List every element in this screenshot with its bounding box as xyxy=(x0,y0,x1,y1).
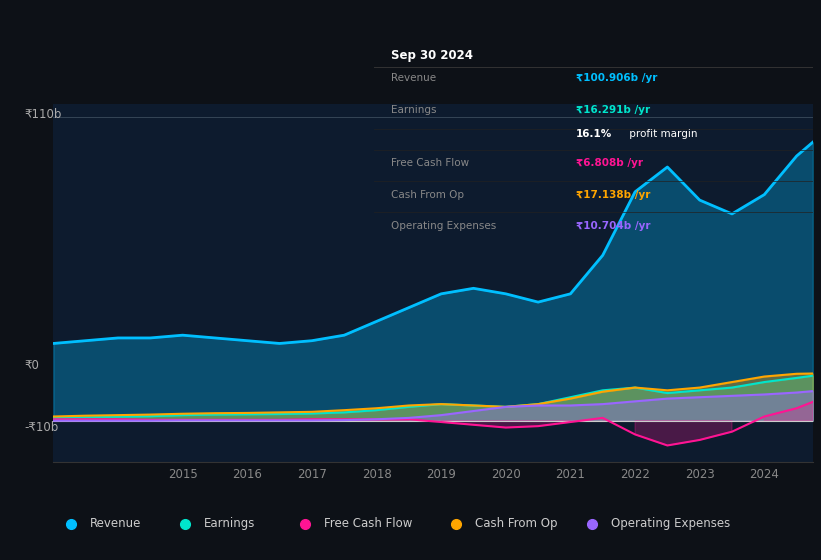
Text: profit margin: profit margin xyxy=(626,129,698,139)
Text: Operating Expenses: Operating Expenses xyxy=(612,517,731,530)
Text: Free Cash Flow: Free Cash Flow xyxy=(324,517,413,530)
Text: 16.1%: 16.1% xyxy=(576,129,612,139)
Text: -₹10b: -₹10b xyxy=(25,421,59,434)
Text: Revenue: Revenue xyxy=(90,517,141,530)
Text: Revenue: Revenue xyxy=(391,73,436,83)
Text: ₹0: ₹0 xyxy=(25,358,39,372)
Text: Cash From Op: Cash From Op xyxy=(475,517,557,530)
Text: ₹10.704b /yr: ₹10.704b /yr xyxy=(576,221,650,231)
Text: ₹6.808b /yr: ₹6.808b /yr xyxy=(576,158,643,169)
Text: Earnings: Earnings xyxy=(204,517,255,530)
Text: Operating Expenses: Operating Expenses xyxy=(391,221,497,231)
Text: Free Cash Flow: Free Cash Flow xyxy=(391,158,470,169)
Text: ₹17.138b /yr: ₹17.138b /yr xyxy=(576,190,650,200)
Text: ₹100.906b /yr: ₹100.906b /yr xyxy=(576,73,657,83)
Text: Earnings: Earnings xyxy=(391,105,437,115)
Text: Sep 30 2024: Sep 30 2024 xyxy=(391,49,473,62)
Text: Cash From Op: Cash From Op xyxy=(391,190,464,200)
Text: ₹16.291b /yr: ₹16.291b /yr xyxy=(576,105,649,115)
Text: ₹110b: ₹110b xyxy=(25,108,62,122)
